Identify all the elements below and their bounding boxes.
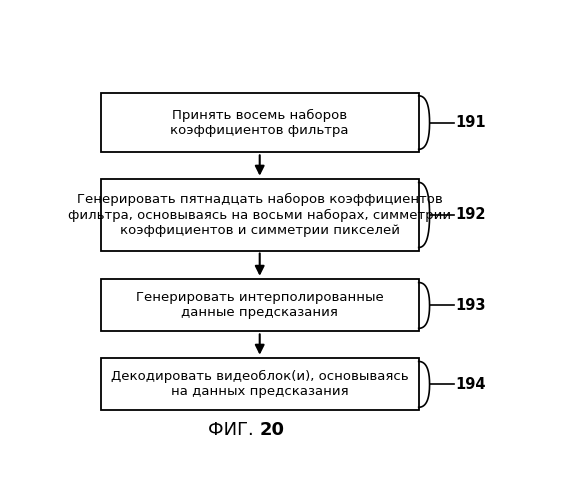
Text: Генерировать пятнадцать наборов коэффициентов
фильтра, основываясь на восьми наб: Генерировать пятнадцать наборов коэффици… — [68, 194, 451, 236]
Text: 191: 191 — [456, 115, 486, 130]
Text: Принять восемь наборов
коэффициентов фильтра: Принять восемь наборов коэффициентов фил… — [170, 108, 349, 136]
FancyBboxPatch shape — [101, 358, 419, 410]
Text: 192: 192 — [456, 208, 486, 222]
FancyBboxPatch shape — [101, 280, 419, 332]
Text: ФИГ.: ФИГ. — [208, 422, 260, 440]
FancyBboxPatch shape — [101, 92, 419, 152]
Text: 20: 20 — [260, 422, 285, 440]
Text: Генерировать интерполированные
данные предсказания: Генерировать интерполированные данные пр… — [136, 292, 384, 320]
Text: 194: 194 — [456, 377, 486, 392]
Text: Декодировать видеоблок(и), основываясь
на данных предсказания: Декодировать видеоблок(и), основываясь н… — [111, 370, 409, 398]
Text: 193: 193 — [456, 298, 486, 313]
FancyBboxPatch shape — [101, 180, 419, 250]
